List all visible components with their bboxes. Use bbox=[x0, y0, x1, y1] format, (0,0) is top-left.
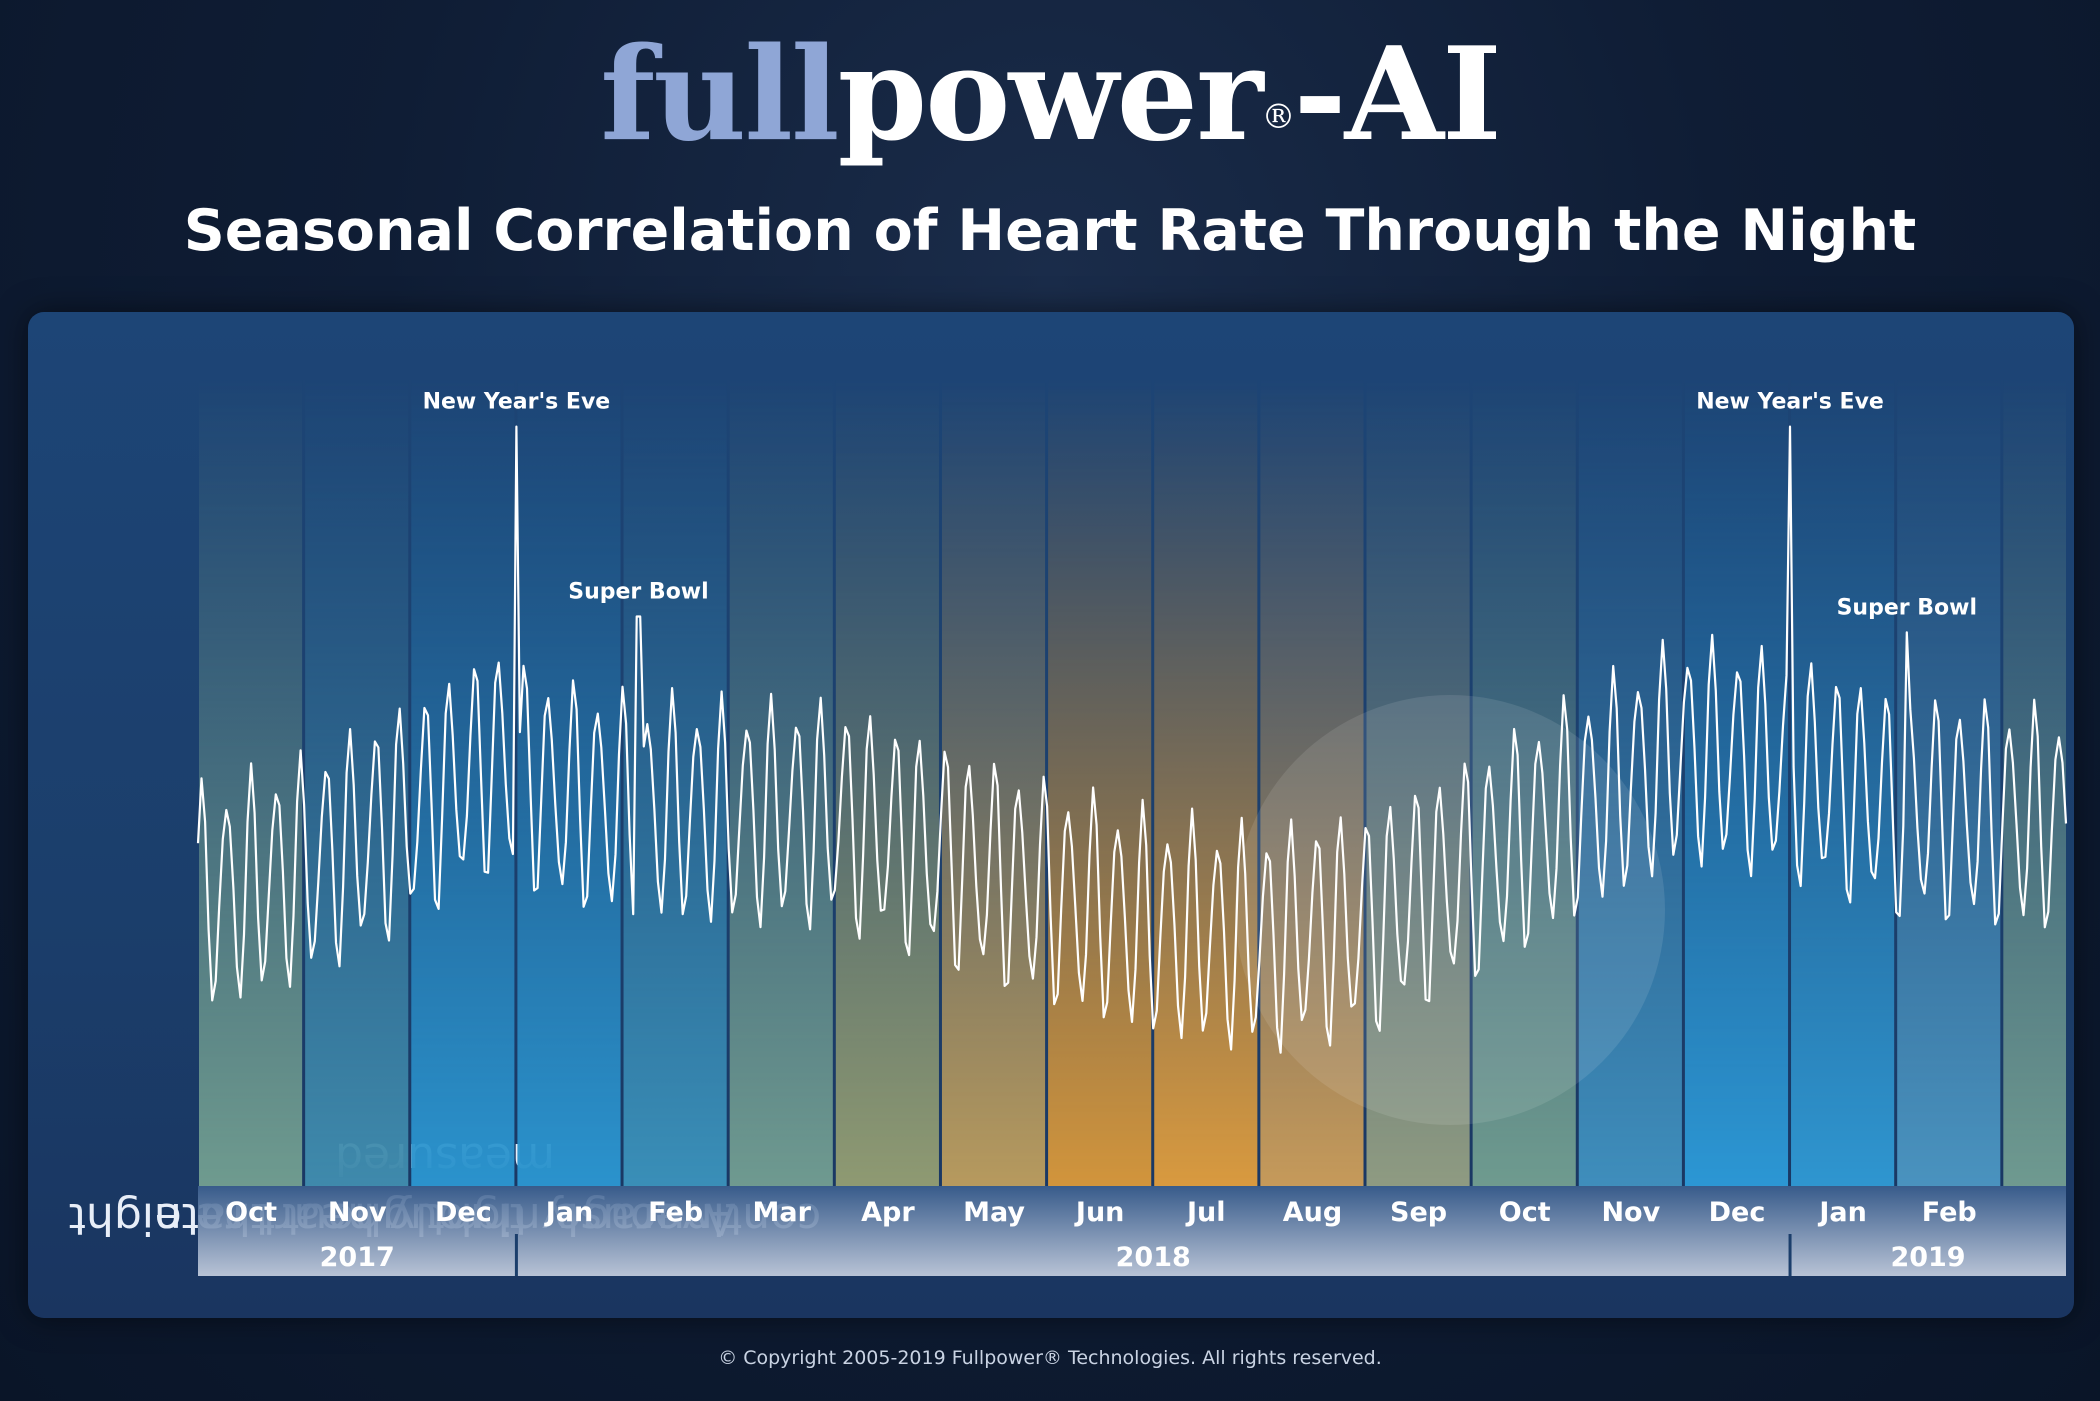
month-band bbox=[411, 380, 515, 1186]
logo-full: full bbox=[600, 20, 839, 170]
month-tick-label: Oct bbox=[1499, 1197, 1551, 1228]
month-tick-label: Nov bbox=[328, 1197, 387, 1228]
heart-rate-line bbox=[196, 425, 2068, 1054]
year-label: 2018 bbox=[1116, 1242, 1191, 1273]
month-tick-label: Apr bbox=[861, 1197, 915, 1228]
logo-ai: -AI bbox=[1293, 20, 1502, 170]
month-bands bbox=[199, 380, 2066, 1186]
month-band bbox=[1897, 380, 2001, 1186]
logo-power: power bbox=[837, 20, 1264, 170]
month-tick-label: Jun bbox=[1074, 1197, 1125, 1228]
month-tick-label: Jan bbox=[1817, 1197, 1867, 1228]
annotation-label: Super Bowl bbox=[568, 579, 708, 604]
month-tick-label: Sep bbox=[1390, 1197, 1447, 1228]
month-tick-label: Mar bbox=[753, 1197, 812, 1228]
month-tick-label: Nov bbox=[1601, 1197, 1660, 1228]
month-band bbox=[1366, 380, 1470, 1186]
logo-registered-mark: ® bbox=[1261, 97, 1296, 137]
month-tick-label: Dec bbox=[435, 1197, 492, 1228]
x-axis-strip bbox=[198, 1186, 2066, 1276]
annotation-label: New Year's Eve bbox=[1696, 390, 1884, 415]
moon-decoration bbox=[1235, 695, 1665, 1125]
month-tick-label: Jul bbox=[1185, 1197, 1226, 1228]
annotation-label: Super Bowl bbox=[1837, 595, 1977, 620]
month-band bbox=[623, 380, 727, 1186]
month-band bbox=[1684, 380, 1789, 1186]
month-tick-label: Dec bbox=[1709, 1197, 1766, 1228]
month-band bbox=[729, 380, 833, 1186]
month-band bbox=[1154, 380, 1258, 1186]
month-tick-label: Aug bbox=[1283, 1197, 1342, 1228]
copyright-notice: © Copyright 2005-2019 Fullpower® Technol… bbox=[718, 1347, 1382, 1369]
year-label: 2017 bbox=[320, 1242, 395, 1273]
fullpower-logo: fullpower®-AI bbox=[0, 20, 2100, 170]
month-tick-label: Feb bbox=[648, 1197, 703, 1228]
month-tick-label: Feb bbox=[1922, 1197, 1977, 1228]
month-band bbox=[1048, 380, 1152, 1186]
month-band bbox=[305, 380, 409, 1186]
page-title: Seasonal Correlation of Heart Rate Throu… bbox=[183, 198, 1917, 264]
year-label: 2019 bbox=[1890, 1242, 1965, 1273]
month-tick-label: Jan bbox=[544, 1197, 594, 1228]
month-tick-label: May bbox=[963, 1197, 1025, 1228]
month-tick-label: Oct bbox=[225, 1197, 277, 1228]
annotation-label: New Year's Eve bbox=[423, 390, 611, 415]
month-band bbox=[1260, 380, 1364, 1186]
month-band bbox=[2003, 380, 2066, 1186]
